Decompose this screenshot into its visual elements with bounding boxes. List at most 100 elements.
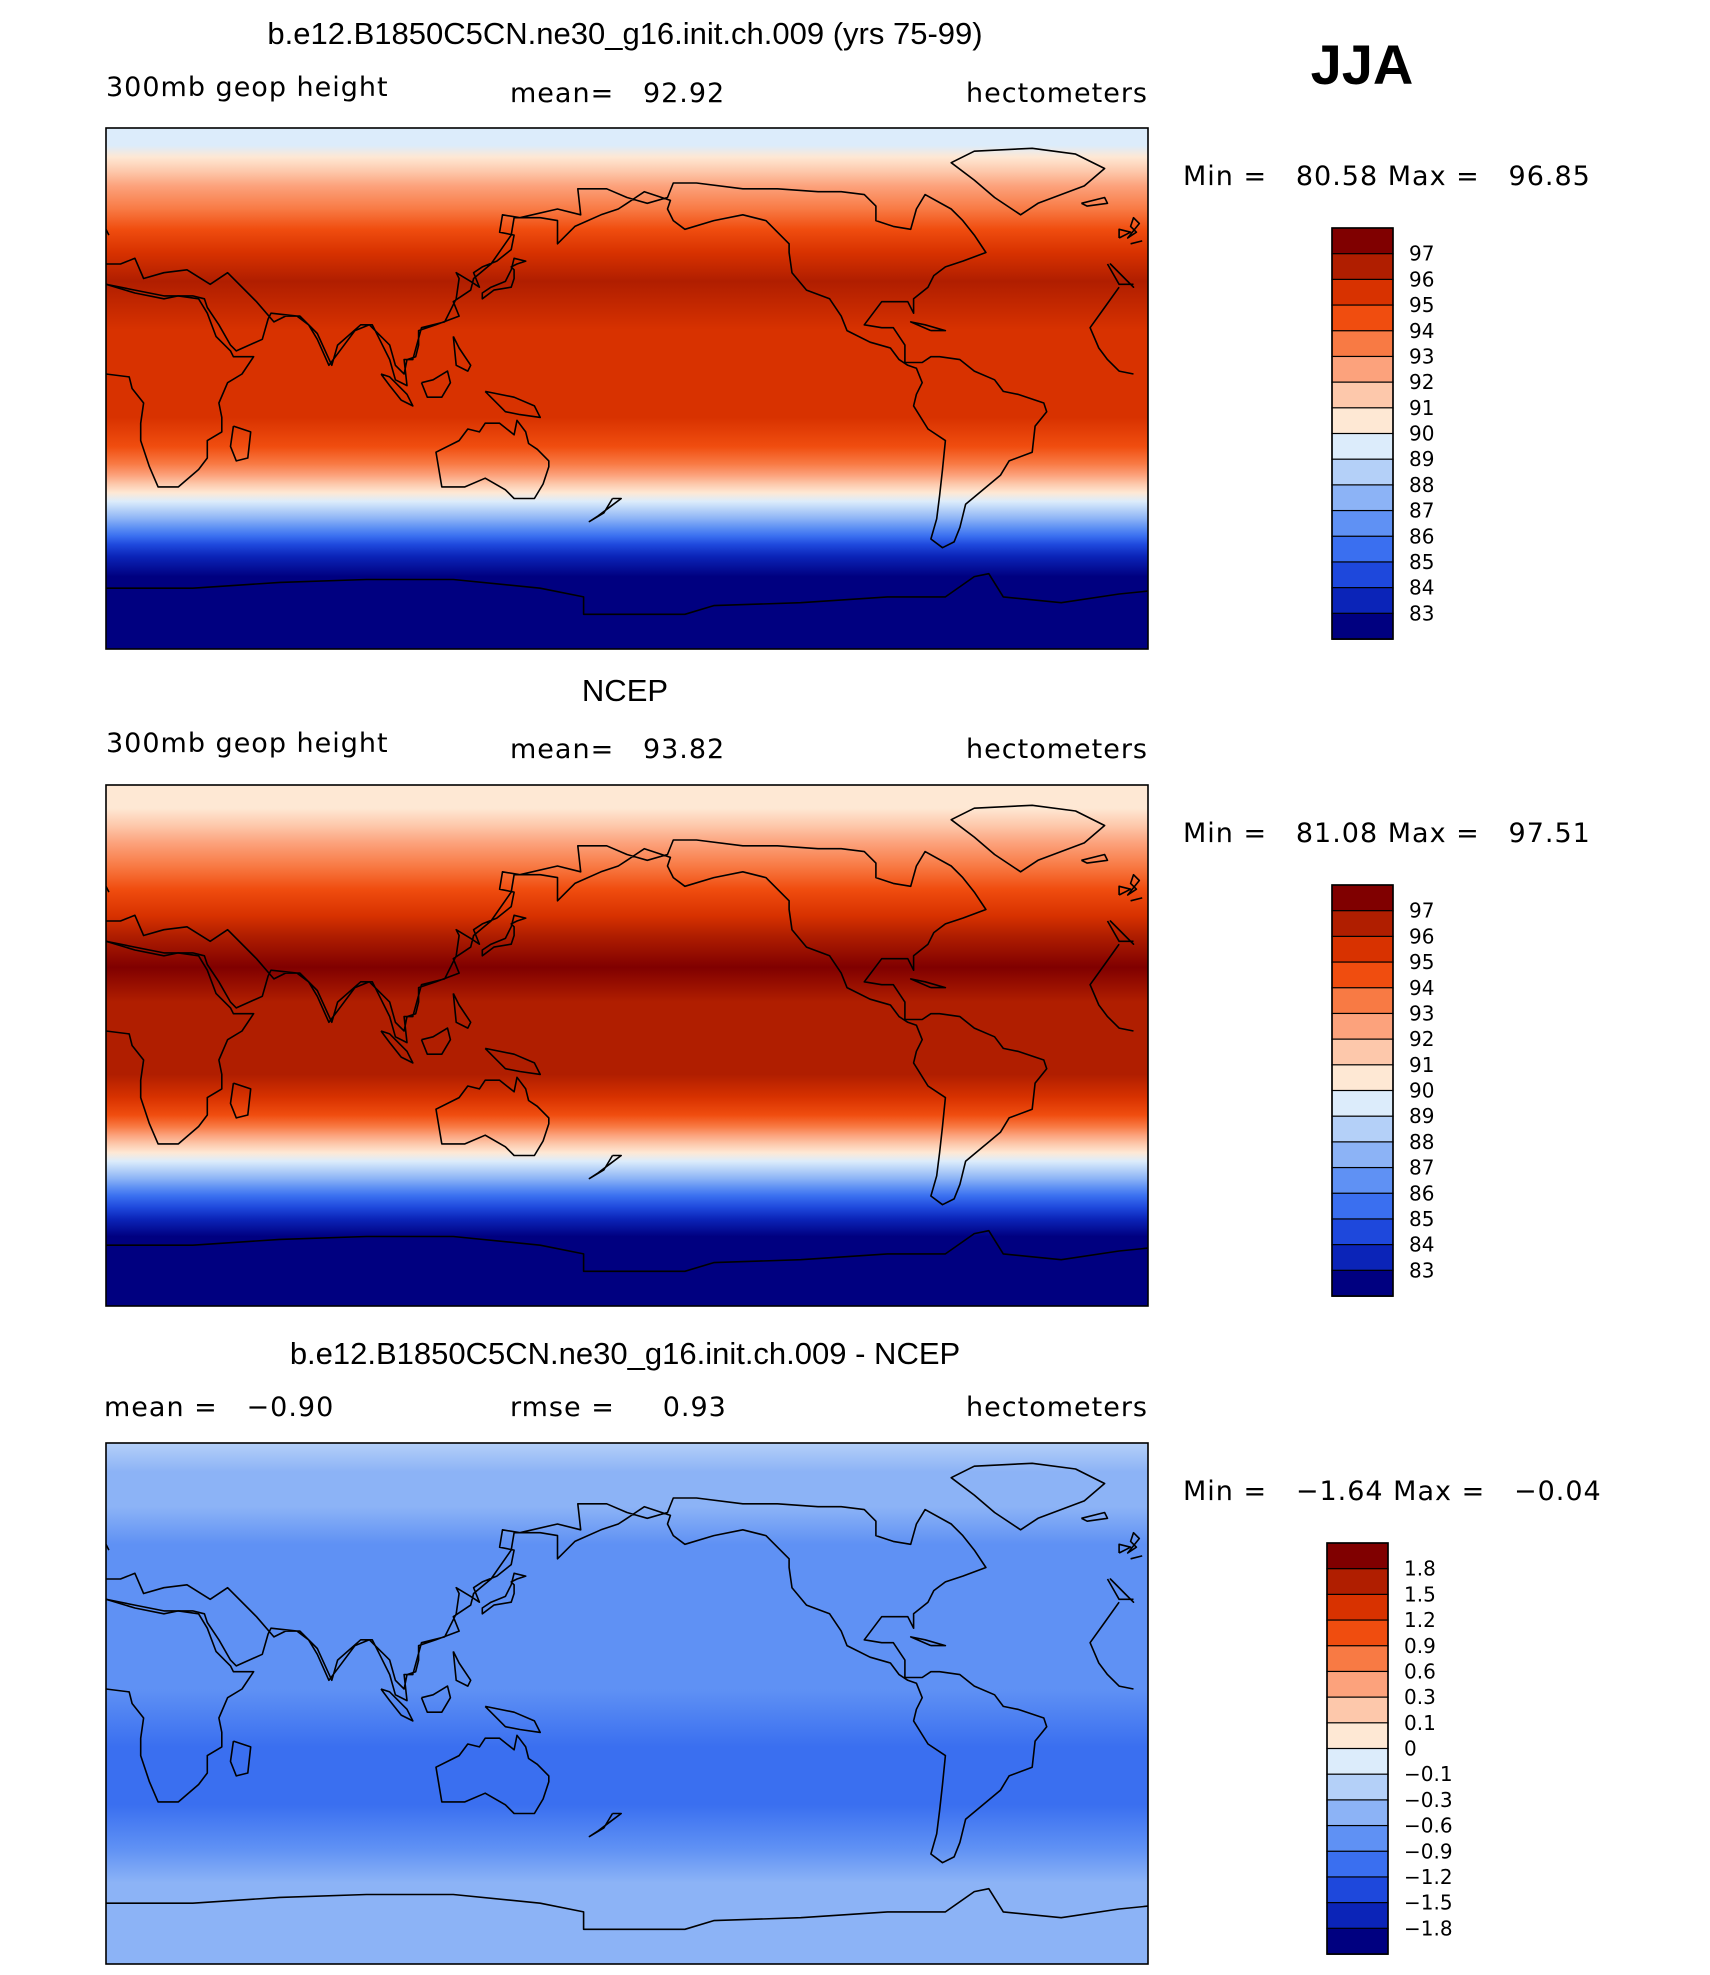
colorbar-swatch <box>1326 1619 1389 1647</box>
units-label: hectometers <box>966 1392 1148 1423</box>
coastline <box>435 1076 550 1157</box>
colorbar-label: 96 <box>1409 267 1434 291</box>
colorbar-swatch <box>1326 1850 1389 1878</box>
colorbar-swatch <box>1331 458 1394 486</box>
coastline <box>452 1651 472 1687</box>
colorbar-label: 0.3 <box>1404 1685 1436 1709</box>
units-label: hectometers <box>966 734 1148 765</box>
coastlines <box>106 1462 1148 1931</box>
coastline <box>950 1462 1106 1531</box>
coastline <box>1081 1511 1109 1522</box>
panel-ncep: NCEP 300mb geop height mean= 93.82 hecto… <box>105 673 1590 1307</box>
colorbar-swatch <box>1331 1218 1394 1246</box>
colorbar-swatch <box>1331 1089 1394 1118</box>
colorbar-label: 92 <box>1409 370 1434 394</box>
colorbar-swatch <box>1326 1747 1389 1776</box>
coastline <box>1118 228 1132 239</box>
coastline <box>950 804 1106 873</box>
colorbar-swatch <box>1331 987 1394 1015</box>
colorbar-label: 91 <box>1409 396 1434 420</box>
coastline <box>484 1705 541 1734</box>
colorbar-label: 90 <box>1409 422 1434 446</box>
coastline <box>229 1082 252 1119</box>
coastline <box>380 1688 414 1722</box>
panel-difference: b.e12.B1850C5CN.ne30_g16.init.ch.009 - N… <box>104 1336 1601 1965</box>
coastline <box>420 1685 452 1713</box>
colorbar-label: 97 <box>1409 242 1434 266</box>
colorbar-label: 89 <box>1409 1104 1434 1128</box>
colorbar-label: −1.5 <box>1404 1891 1453 1915</box>
colorbar-swatch <box>1326 1568 1389 1596</box>
coastline <box>481 1572 527 1615</box>
colorbar-swatch <box>1331 910 1394 938</box>
coastline <box>106 1887 1148 1931</box>
coastline <box>380 1030 414 1064</box>
colorbar-label: 0.1 <box>1404 1711 1436 1735</box>
colorbar-label: 95 <box>1409 293 1434 317</box>
colorbar-swatch <box>1326 1902 1389 1930</box>
colorbar-swatch <box>1331 1115 1394 1143</box>
colorbar-label: −0.3 <box>1404 1788 1453 1812</box>
colorbar-label: 91 <box>1409 1053 1434 1077</box>
colorbar-swatch <box>1331 432 1394 461</box>
colorbar-label: 87 <box>1409 1156 1434 1180</box>
mean-label: mean= 93.82 <box>510 734 725 765</box>
colorbar-swatch <box>1326 1722 1389 1750</box>
colorbar-swatch <box>1331 1269 1394 1297</box>
colorbar-label: −0.6 <box>1404 1814 1453 1838</box>
coastline <box>588 1812 622 1838</box>
colorbar-swatch <box>1331 1012 1394 1041</box>
mean-label: mean = −0.90 <box>104 1392 334 1423</box>
coastline <box>909 321 947 332</box>
colorbar-label: 83 <box>1409 601 1434 625</box>
colorbar-swatch <box>1331 587 1394 615</box>
colorbar-frame <box>1326 1542 1389 1955</box>
coastline <box>481 914 527 957</box>
coastline <box>380 373 414 407</box>
coastline <box>106 1497 1135 1864</box>
colorbar-label: 0.6 <box>1404 1659 1436 1683</box>
panel-title: b.e12.B1850C5CN.ne30_g16.init.ch.009 - N… <box>290 1336 960 1371</box>
colorbar-label: 95 <box>1409 950 1434 974</box>
colorbar-swatch <box>1331 1141 1394 1169</box>
colorbar-swatch <box>1326 1696 1389 1724</box>
colorbar-swatch <box>1331 1244 1394 1272</box>
colorbar-label: −0.9 <box>1404 1839 1453 1863</box>
coastline <box>1081 196 1109 207</box>
colorbar-label: 88 <box>1409 473 1434 497</box>
colorbar-label: 92 <box>1409 1027 1434 1051</box>
colorbar-swatch <box>1331 612 1394 640</box>
coastline <box>452 336 472 372</box>
rmse-label: rmse = 0.93 <box>510 1392 727 1423</box>
colorbar-swatch <box>1331 1166 1394 1195</box>
coastline <box>435 1734 550 1815</box>
map-frame <box>105 127 1149 650</box>
colorbar-swatch <box>1331 561 1394 589</box>
variable-label: 300mb geop height <box>106 728 389 759</box>
colorbar-swatch <box>1326 1593 1389 1621</box>
colorbar-label: 85 <box>1409 550 1434 574</box>
colorbar-label: 86 <box>1409 1181 1434 1205</box>
map-frame <box>105 1442 1149 1965</box>
colorbar-label: 1.8 <box>1404 1557 1436 1581</box>
coastline <box>420 370 452 398</box>
panel-model: b.e12.B1850C5CN.ne30_g16.init.ch.009 (yr… <box>105 16 1590 650</box>
coastline <box>229 425 252 462</box>
colorbar-label: −0.1 <box>1404 1762 1453 1786</box>
colorbar-label: 1.5 <box>1404 1582 1436 1606</box>
colorbar-label: 0.9 <box>1404 1634 1436 1658</box>
colorbar-swatch <box>1331 330 1394 358</box>
colorbar-frame <box>1331 227 1394 640</box>
coastline <box>950 147 1106 216</box>
colorbar-label: 90 <box>1409 1079 1434 1103</box>
colorbar-swatch <box>1331 961 1394 989</box>
colorbar-label: 84 <box>1409 1233 1434 1257</box>
coastline <box>1081 853 1109 864</box>
colorbar-swatch <box>1326 1670 1389 1699</box>
colorbar-swatch <box>1331 1064 1394 1092</box>
colorbar-label: 0 <box>1404 1737 1417 1761</box>
panel-title: b.e12.B1850C5CN.ne30_g16.init.ch.009 (yr… <box>267 16 982 51</box>
coastline <box>909 1636 947 1647</box>
coastline <box>484 1047 541 1076</box>
